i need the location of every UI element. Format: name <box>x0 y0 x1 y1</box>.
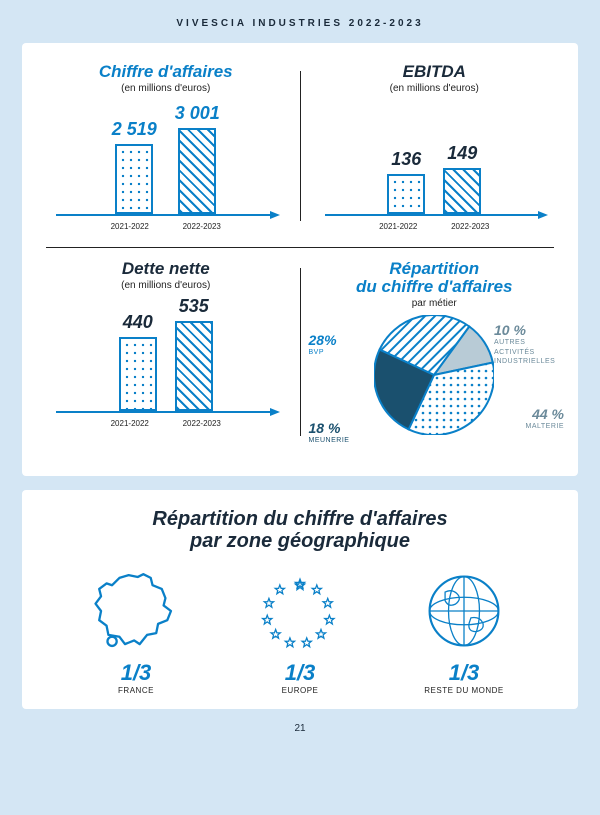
ebitda-subtitle: (en millions d'euros) <box>315 83 555 94</box>
ca-bar1 <box>115 144 153 214</box>
pie-meunerie-label: MEUNERIE <box>309 437 350 444</box>
row-2: Dette nette (en millions d'euros) 440 53… <box>46 260 554 460</box>
chart-ebitda: EBITDA (en millions d'euros) 136 149 202… <box>315 63 555 231</box>
geo-world-frac: 1/3 <box>382 660 546 686</box>
ebitda-bar1-value: 136 <box>391 149 421 170</box>
geo-europe-label: EUROPE <box>218 686 382 695</box>
chart-pie: Répartition du chiffre d'affaires par mé… <box>315 260 555 460</box>
pie-subtitle: par métier <box>315 298 555 309</box>
geo-france-frac: 1/3 <box>54 660 218 686</box>
geo-france-label: FRANCE <box>54 686 218 695</box>
page-number: 21 <box>22 723 578 734</box>
geo-europe-frac: 1/3 <box>218 660 382 686</box>
ebitda-title: EBITDA <box>315 63 555 81</box>
pie-malterie-label: MALTERIE <box>526 423 565 430</box>
dette-subtitle: (en millions d'euros) <box>46 280 286 291</box>
pie-meunerie-pct: 18 % <box>309 420 341 436</box>
ca-bars: 2 519 3 001 <box>56 104 276 216</box>
ca-bar2-label: 2022-2023 <box>177 222 227 231</box>
pie-autres-label: AUTRES ACTIVITÉS INDUSTRIELLES <box>494 339 555 365</box>
pie-svg <box>374 315 494 435</box>
dette-bar2 <box>175 321 213 411</box>
geo-europe: 1/3 EUROPE <box>218 566 382 695</box>
ca-bar1-label: 2021-2022 <box>105 222 155 231</box>
geo-world: 1/3 RESTE DU MONDE <box>382 566 546 695</box>
dette-bars: 440 535 <box>56 301 276 413</box>
dette-bar1-label: 2021-2022 <box>105 419 155 428</box>
ebitda-bar2-value: 149 <box>447 143 477 164</box>
metrics-card: Chiffre d'affaires (en millions d'euros)… <box>22 43 578 476</box>
pie-title-l1: Répartition <box>315 260 555 278</box>
geo-world-label: RESTE DU MONDE <box>382 686 546 695</box>
eu-stars-icon <box>218 566 382 656</box>
ebitda-bar1 <box>387 174 425 214</box>
dette-bar1-value: 440 <box>123 312 153 333</box>
chart-ca: Chiffre d'affaires (en millions d'euros)… <box>46 63 286 231</box>
globe-icon <box>382 566 546 656</box>
ebitda-bar2-label: 2022-2023 <box>445 222 495 231</box>
ca-bar2 <box>178 128 216 214</box>
geo-france: 1/3 FRANCE <box>54 566 218 695</box>
vertical-divider-2 <box>300 268 301 436</box>
pie-malterie-pct: 44 % <box>532 406 564 422</box>
ca-bar2-value: 3 001 <box>175 103 220 124</box>
page-header: VIVESCIA INDUSTRIES 2022-2023 <box>22 18 578 29</box>
geo-card: Répartition du chiffre d'affaires par zo… <box>22 490 578 709</box>
horizontal-divider <box>46 247 554 248</box>
vertical-divider <box>300 71 301 221</box>
ebitda-bars: 136 149 <box>325 104 545 216</box>
dette-bar2-value: 535 <box>179 296 209 317</box>
dette-bar1 <box>119 337 157 411</box>
dette-bar2-label: 2022-2023 <box>177 419 227 428</box>
geo-title-l2: par zone géographique <box>46 530 554 552</box>
france-map-icon <box>54 566 218 656</box>
dette-title: Dette nette <box>46 260 286 278</box>
ca-bar1-value: 2 519 <box>112 119 157 140</box>
pie-autres-pct: 10 % <box>494 322 526 338</box>
ebitda-bar1-label: 2021-2022 <box>373 222 423 231</box>
pie-title-l2: du chiffre d'affaires <box>315 278 555 296</box>
chart-dette: Dette nette (en millions d'euros) 440 53… <box>46 260 286 460</box>
ebitda-bar2 <box>443 168 481 214</box>
ca-title: Chiffre d'affaires <box>46 63 286 81</box>
pie-bvp-pct: 28% <box>309 332 337 348</box>
geo-title-l1: Répartition du chiffre d'affaires <box>46 508 554 530</box>
ca-subtitle: (en millions d'euros) <box>46 83 286 94</box>
pie-bvp-label: BVP <box>309 349 325 356</box>
row-1: Chiffre d'affaires (en millions d'euros)… <box>46 63 554 231</box>
